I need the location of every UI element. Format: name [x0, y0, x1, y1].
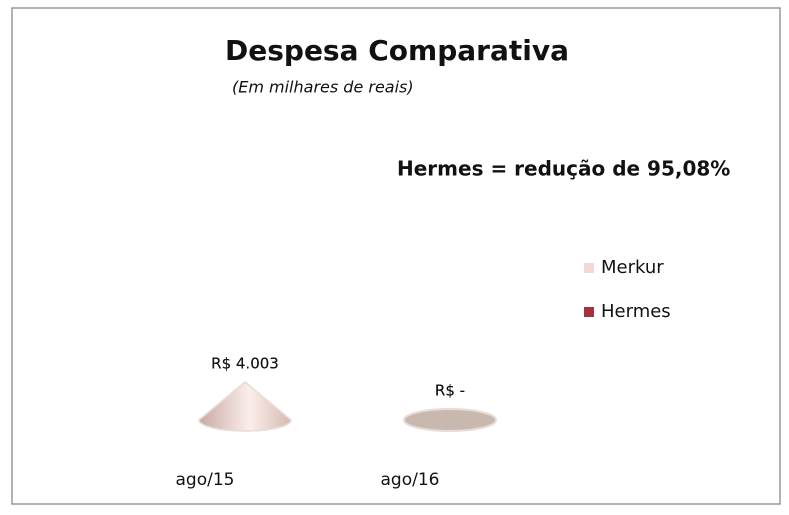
- annotation: Hermes = redução de 95,08%: [397, 157, 730, 181]
- chart-frame: [11, 7, 781, 505]
- legend-swatch: [584, 307, 594, 317]
- cone-base: [403, 408, 497, 432]
- legend-swatch: [584, 263, 594, 273]
- value-label: R$ 4.003: [211, 354, 279, 372]
- cone: [198, 381, 292, 432]
- value-label: R$ -: [435, 382, 465, 400]
- chart-title: Despesa Comparativa: [225, 34, 569, 67]
- legend-label: Merkur: [601, 257, 664, 278]
- legend-label: Hermes: [601, 301, 671, 322]
- x-tick-label: ago/16: [381, 470, 440, 490]
- x-tick-label: ago/15: [176, 470, 235, 490]
- value-label: R$ 4.003: [211, 354, 279, 372]
- value-label: R$ -: [435, 382, 465, 400]
- chart-subtitle: (Em milhares de reais): [232, 78, 414, 97]
